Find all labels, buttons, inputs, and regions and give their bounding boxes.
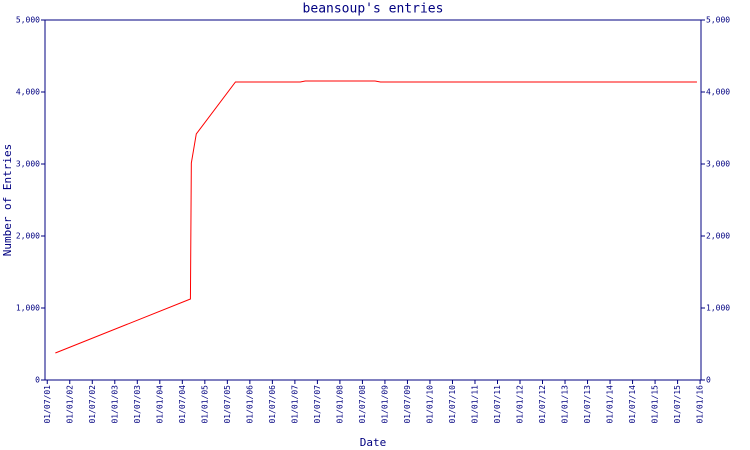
x-tick-label: 01/01/03 [110,385,119,424]
x-tick-label: 01/01/04 [155,385,164,424]
x-tick-label: 01/01/13 [561,385,570,424]
y2-tick-label: 0 [706,376,711,385]
plot-frame [44,19,702,381]
x-tick-label: 01/07/04 [178,385,187,424]
x-tick-label: 01/07/06 [268,385,277,424]
y-axis-label: Number of Entries [1,144,14,257]
x-tick-label: 01/07/10 [448,385,457,424]
y-tick-label: 0 [35,376,40,385]
x-tick-label: 01/07/09 [403,385,412,424]
y-tick-label: 4,000 [16,88,40,97]
y-tick-label: 5,000 [16,16,40,25]
y-tick-label: 1,000 [16,304,40,313]
x-tick-label: 01/07/12 [538,385,547,424]
x-tick-label: 01/01/15 [651,385,660,424]
x-tick-label: 01/07/15 [673,385,682,424]
x-tick-label: 01/01/02 [65,385,74,424]
x-tick-label: 01/07/08 [358,385,367,424]
x-tick-label: 01/07/01 [43,385,52,424]
x-tick-label: 01/01/08 [335,385,344,424]
x-tick-label: 01/01/16 [696,385,705,424]
x-tick-label: 01/07/13 [583,385,592,424]
x-tick-label: 01/01/07 [290,385,299,424]
x-tick-label: 01/01/06 [245,385,254,424]
x-axis-label: Date [360,436,387,449]
chart-title: beansoup's entries [303,2,444,17]
x-tick-label: 01/01/05 [200,385,209,424]
x-tick-label: 01/01/09 [380,385,389,424]
data-line [55,80,697,354]
y2-tick-label: 4,000 [706,88,730,97]
x-tick-label: 01/01/12 [516,385,525,424]
y2-tick-label: 5,000 [706,16,730,25]
y2-tick-label: 2,000 [706,232,730,241]
x-tick-label: 01/07/11 [493,385,502,424]
x-tick-label: 01/01/10 [425,385,434,424]
y-tick-label: 2,000 [16,232,40,241]
y2-tick-label: 3,000 [706,160,730,169]
x-tick-label: 01/07/07 [313,385,322,424]
x-tick-label: 01/07/05 [223,385,232,424]
x-tick-label: 01/01/14 [606,385,615,424]
y-tick-label: 3,000 [16,160,40,169]
x-tick-label: 01/07/02 [88,385,97,424]
y2-tick-label: 1,000 [706,304,730,313]
x-tick-label: 01/07/03 [133,385,142,424]
x-tick-label: 01/01/11 [470,385,479,424]
x-tick-label: 01/07/14 [628,385,637,424]
